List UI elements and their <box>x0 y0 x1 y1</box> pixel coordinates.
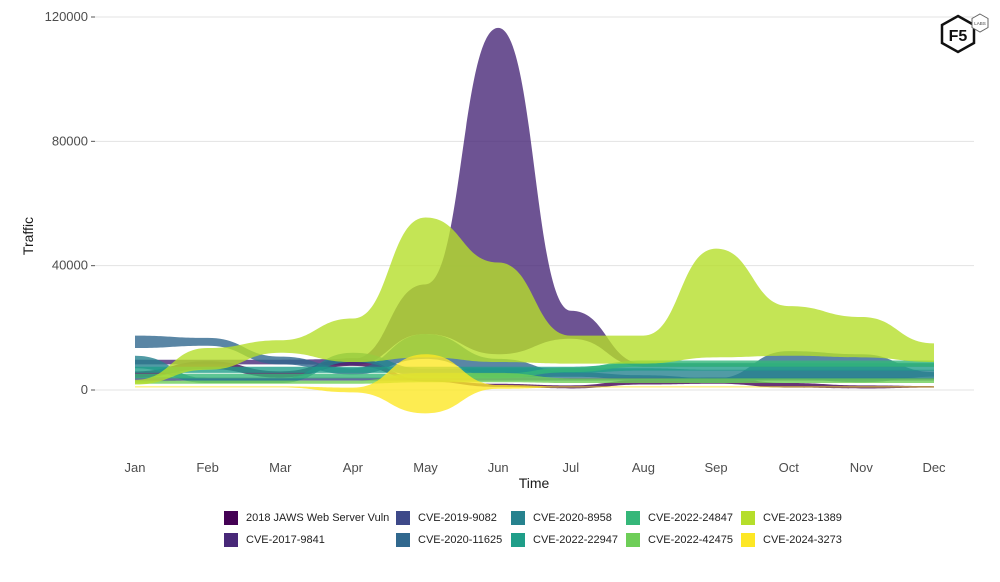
legend-label: CVE-2022-24847 <box>648 512 734 524</box>
axes: 0 40000 80000 120000 Jan Feb Mar Apr May Jun Jul Au… <box>45 9 946 475</box>
legend-swatch <box>396 511 410 525</box>
legend-swatch <box>224 511 238 525</box>
x-tick-label: Dec <box>922 460 946 475</box>
legend-swatch <box>626 511 640 525</box>
legend-item: CVE-2022-22947 <box>511 532 626 548</box>
y-axis-title: Traffic <box>20 217 36 255</box>
legend-label: CVE-2017-9841 <box>246 534 325 546</box>
series-area-cve-2023-1389 <box>135 217 934 385</box>
legend-item: 2018 JAWS Web Server Vuln <box>224 510 396 526</box>
f5-labs-logo: F5 LABS <box>938 12 992 56</box>
logo-main-text: F5 <box>949 28 968 45</box>
x-tick-label: Nov <box>850 460 874 475</box>
x-tick-label: Jun <box>488 460 509 475</box>
x-tick-label: Feb <box>196 460 218 475</box>
logo-sub-text: LABS <box>974 21 986 26</box>
legend-item: CVE-2020-8958 <box>511 510 626 526</box>
x-tick-label: Apr <box>343 460 364 475</box>
legend-label: CVE-2023-1389 <box>763 512 842 524</box>
x-axis-title: Time <box>519 475 550 491</box>
legend-swatch <box>224 533 238 547</box>
legend-swatch <box>511 511 525 525</box>
y-tick-label: 40000 <box>52 258 88 273</box>
series-area-cve-2022-42475 <box>135 372 934 384</box>
stream-layers <box>135 27 934 414</box>
grid-lines <box>95 16 974 391</box>
series-area-cve-2017-9841 <box>135 27 934 367</box>
y-tick-label: 0 <box>81 382 88 397</box>
legend-swatch <box>741 533 755 547</box>
legend-label: CVE-2022-22947 <box>533 534 619 546</box>
x-tick-label: Aug <box>632 460 655 475</box>
legend-label: 2018 JAWS Web Server Vuln <box>246 512 390 524</box>
y-tick-label: 120000 <box>45 9 88 24</box>
x-tick-label: Sep <box>705 460 728 475</box>
x-tick-label: Oct <box>779 460 800 475</box>
legend-item: CVE-2017-9841 <box>224 532 396 548</box>
x-tick-label: Mar <box>269 460 292 475</box>
legend-swatch <box>741 511 755 525</box>
legend-label: CVE-2022-42475 <box>648 534 734 546</box>
legend-item: CVE-2024-3273 <box>741 532 861 548</box>
x-tick-label: Jul <box>563 460 580 475</box>
legend-item: CVE-2022-42475 <box>626 532 741 548</box>
legend-swatch <box>626 533 640 547</box>
legend-label: CVE-2024-3273 <box>763 534 842 546</box>
x-tick-label: Jan <box>125 460 146 475</box>
legend-swatch <box>511 533 525 547</box>
x-tick-label: May <box>413 460 438 475</box>
legend-label: CVE-2020-8958 <box>533 512 612 524</box>
legend-item: CVE-2019-9082 <box>396 510 511 526</box>
legend: 2018 JAWS Web Server Vuln CVE-2019-9082 CV… <box>224 510 924 548</box>
legend-item: CVE-2020-11625 <box>396 532 511 548</box>
y-tick-label: 80000 <box>52 133 88 148</box>
legend-label: CVE-2019-9082 <box>418 512 497 524</box>
legend-label: CVE-2020-11625 <box>418 534 503 546</box>
series-area-cve-2022-24847 <box>135 360 934 379</box>
legend-item: CVE-2023-1389 <box>741 510 861 526</box>
legend-item: CVE-2022-24847 <box>626 510 741 526</box>
legend-swatch <box>396 533 410 547</box>
